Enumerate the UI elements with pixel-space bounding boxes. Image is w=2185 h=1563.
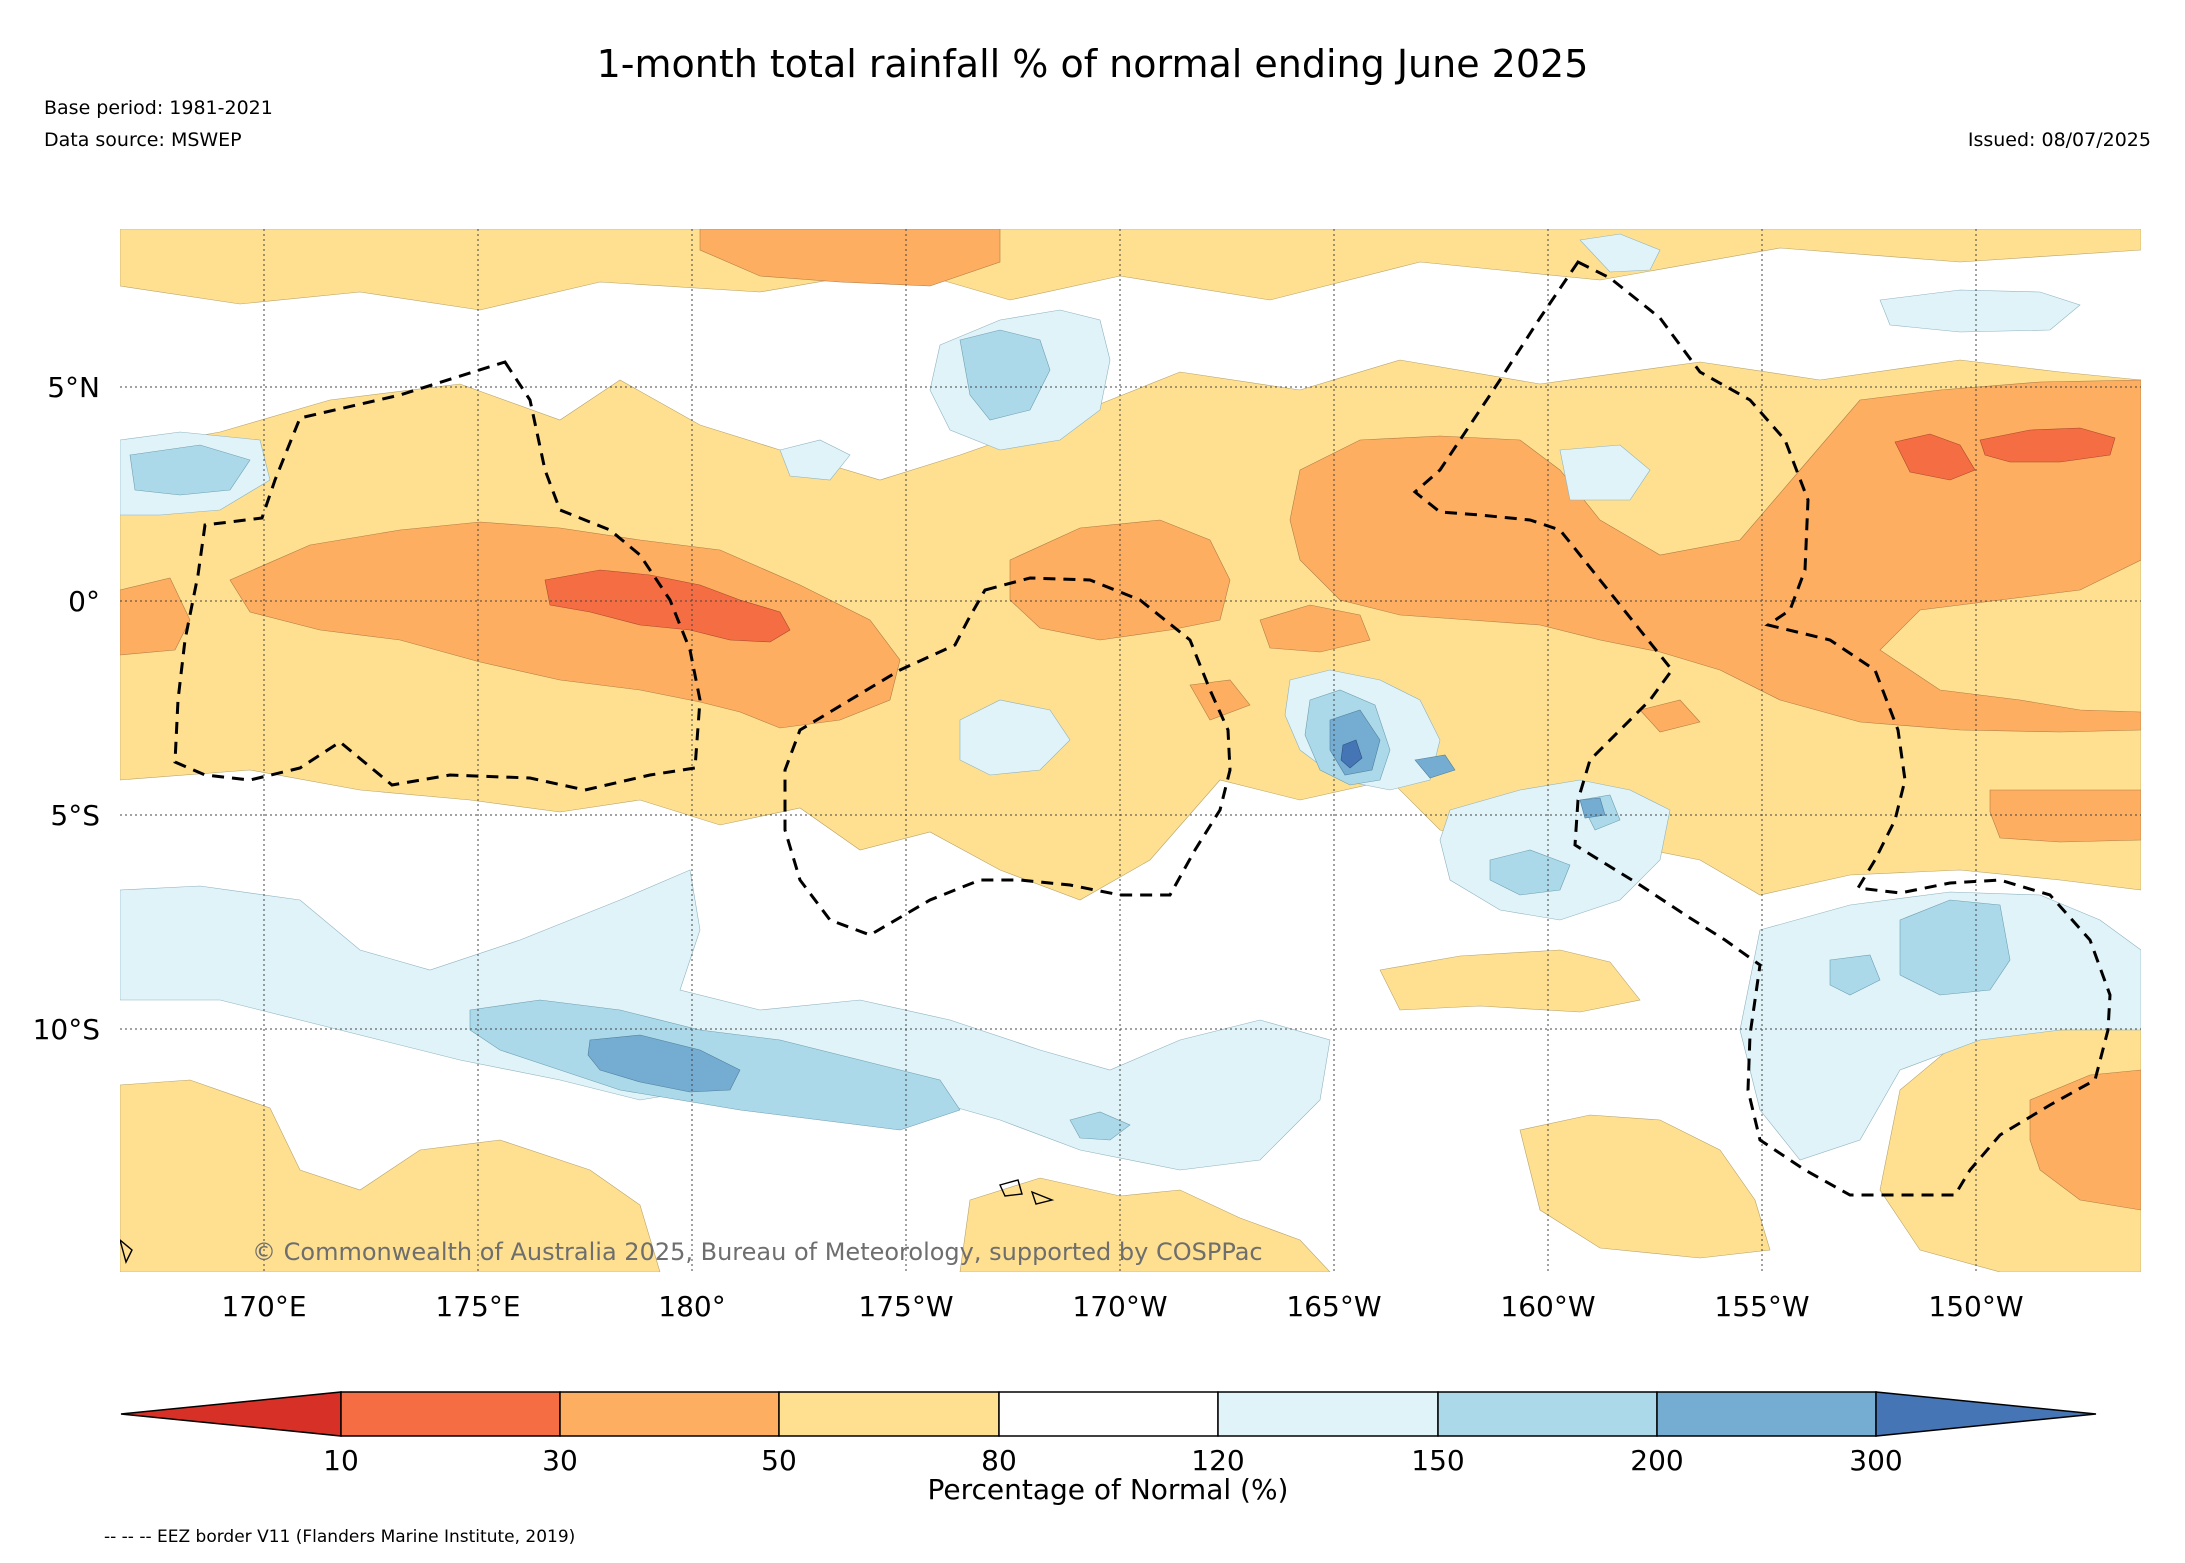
legend-cell-50-80 xyxy=(778,1391,1000,1437)
lon-label-165w: 165°W xyxy=(1286,1290,1381,1323)
very-dry-region-misc xyxy=(1189,604,1701,733)
legend-tick-80: 80 xyxy=(981,1444,1017,1477)
legend-cell-80-120 xyxy=(998,1391,1219,1437)
very-dry-region-east-band xyxy=(1989,789,2141,843)
eez-border-line-islands xyxy=(1412,260,2112,1197)
legend-tick-120: 120 xyxy=(1191,1444,1244,1477)
very-wet-region-misc xyxy=(129,329,2011,1141)
lon-label-175w: 175°W xyxy=(858,1290,953,1323)
legend-cell-10-30 xyxy=(340,1391,561,1437)
lon-label-180: 180° xyxy=(658,1290,725,1323)
wet-region-north xyxy=(120,233,2081,776)
lon-label-150w: 150°W xyxy=(1928,1290,2023,1323)
legend-cell-150-200 xyxy=(1437,1391,1658,1437)
legend-cell-above-300 xyxy=(1875,1391,2097,1437)
legend-cell-120-150 xyxy=(1217,1391,1439,1437)
extremely-dry-region-east xyxy=(1894,427,2116,481)
graticule xyxy=(120,229,2141,1272)
lon-label-160w: 160°W xyxy=(1500,1290,1595,1323)
lon-label-170w: 170°W xyxy=(1072,1290,1167,1323)
extremely-dry-region-west xyxy=(544,569,791,643)
lat-label-10s: 10°S xyxy=(33,1013,100,1046)
eez-border-kiribati-gilbert xyxy=(173,360,702,792)
island-outline xyxy=(120,1179,1055,1264)
legend-tick-50: 50 xyxy=(761,1444,797,1477)
eez-footnote: -- -- -- EEZ border V11 (Flanders Marine… xyxy=(104,1527,576,1547)
eez-borders xyxy=(173,260,2112,1197)
lon-label-175e: 175°E xyxy=(435,1290,520,1323)
very-dry-region-south-east xyxy=(2029,1069,2141,1211)
lat-label-5n: 5°N xyxy=(47,371,100,404)
legend-label: Percentage of Normal (%) xyxy=(928,1473,1289,1506)
wet-region-south-west xyxy=(120,869,1331,1171)
record-wet-region xyxy=(1340,739,1363,769)
legend-tick-10: 10 xyxy=(323,1444,359,1477)
legend-tick-200: 200 xyxy=(1630,1444,1683,1477)
color-legend xyxy=(120,1391,2097,1437)
lat-label-5s: 5°S xyxy=(50,799,100,832)
very-dry-region-west xyxy=(229,521,901,729)
base-period: Base period: 1981-2021 xyxy=(44,97,273,119)
eez-border-kiribati-phoenix xyxy=(783,576,1232,937)
legend-cell-below-10 xyxy=(120,1391,342,1437)
lon-label-155w: 155°W xyxy=(1714,1290,1809,1323)
map-title: 1-month total rainfall % of normal endin… xyxy=(596,42,1589,86)
issued-date: Issued: 08/07/2025 xyxy=(1967,129,2151,151)
dry-region-south xyxy=(120,1079,661,1272)
legend-tick-150: 150 xyxy=(1411,1444,1464,1477)
dry-region-south-central xyxy=(959,1177,1331,1272)
very-dry-region-west-edge xyxy=(120,577,191,656)
data-source: Data source: MSWEP xyxy=(44,129,242,151)
very-dry-region-north-top xyxy=(699,229,1001,287)
map-copyright: © Commonwealth of Australia 2025, Bureau… xyxy=(252,1238,1263,1266)
lon-label-170e: 170°E xyxy=(221,1290,306,1323)
legend-cell-200-300 xyxy=(1656,1391,1877,1437)
legend-cell-30-50 xyxy=(559,1391,780,1437)
extremely-wet-region-south-west xyxy=(587,1034,741,1093)
legend-tick-30: 30 xyxy=(542,1444,578,1477)
lat-label-0: 0° xyxy=(68,585,100,618)
rainfall-fields xyxy=(120,229,2141,1272)
legend-tick-300: 300 xyxy=(1849,1444,1902,1477)
